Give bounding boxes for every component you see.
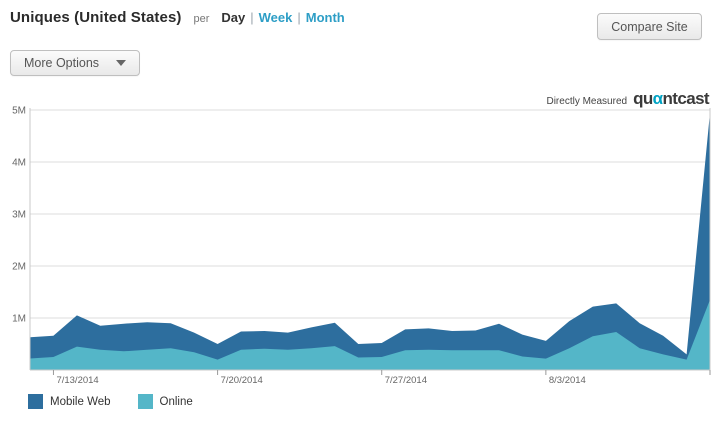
period-switch: Day | Week | Month: [221, 10, 344, 25]
more-options-label: More Options: [24, 56, 100, 70]
x-axis-label: 7/27/2014: [385, 375, 427, 386]
y-axis-label: 3M: [12, 210, 26, 221]
area-mobile-web: [30, 112, 710, 370]
area-online: [30, 299, 710, 370]
mobile-web-swatch: [28, 394, 43, 409]
per-label: per: [193, 13, 210, 25]
page-title: Uniques (United States): [10, 9, 182, 26]
period-week[interactable]: Week: [258, 10, 293, 25]
y-axis-label: 2M: [12, 262, 26, 273]
legend-item-mobile-web: Mobile Web: [28, 394, 111, 409]
period-separator: |: [297, 10, 301, 25]
measured-row: Directly Measured quαntcast: [546, 89, 709, 109]
x-axis-label: 7/13/2014: [56, 375, 98, 386]
period-separator: |: [250, 10, 254, 25]
legend-item-online: Online: [137, 394, 193, 409]
more-options-button[interactable]: More Options: [10, 50, 140, 76]
x-axis-label: 7/20/2014: [221, 375, 263, 386]
y-axis-label: 5M: [12, 106, 26, 117]
quantcast-alpha-glyph: α: [652, 89, 663, 108]
mobile-web-label: Mobile Web: [50, 395, 111, 408]
header: Uniques (United States) per Day | Week |…: [10, 9, 345, 26]
y-axis-label: 1M: [12, 314, 26, 325]
x-axis-label: 8/3/2014: [549, 375, 586, 386]
directly-measured-label: Directly Measured: [546, 96, 628, 107]
online-label: Online: [159, 395, 193, 408]
chevron-down-icon: [116, 60, 126, 66]
compare-site-button[interactable]: Compare Site: [597, 13, 702, 40]
quantcast-logo: quαntcast: [633, 89, 710, 108]
y-axis-label: 4M: [12, 158, 26, 169]
chart-legend: Mobile Web Online: [28, 394, 220, 409]
online-swatch: [137, 394, 153, 409]
period-month[interactable]: Month: [305, 10, 345, 25]
period-day[interactable]: Day: [221, 10, 246, 25]
